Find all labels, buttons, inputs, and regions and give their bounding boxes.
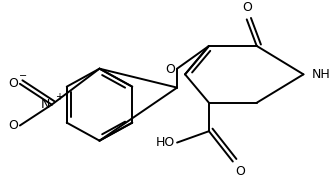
Text: O: O xyxy=(165,63,175,76)
Text: O: O xyxy=(8,119,18,132)
Text: O: O xyxy=(242,1,252,14)
Text: O: O xyxy=(235,165,245,178)
Text: HO: HO xyxy=(156,136,175,149)
Text: −: − xyxy=(19,71,27,81)
Text: NH: NH xyxy=(312,68,330,81)
Text: +: + xyxy=(55,92,63,102)
Text: N: N xyxy=(41,98,50,111)
Text: O: O xyxy=(8,77,18,90)
